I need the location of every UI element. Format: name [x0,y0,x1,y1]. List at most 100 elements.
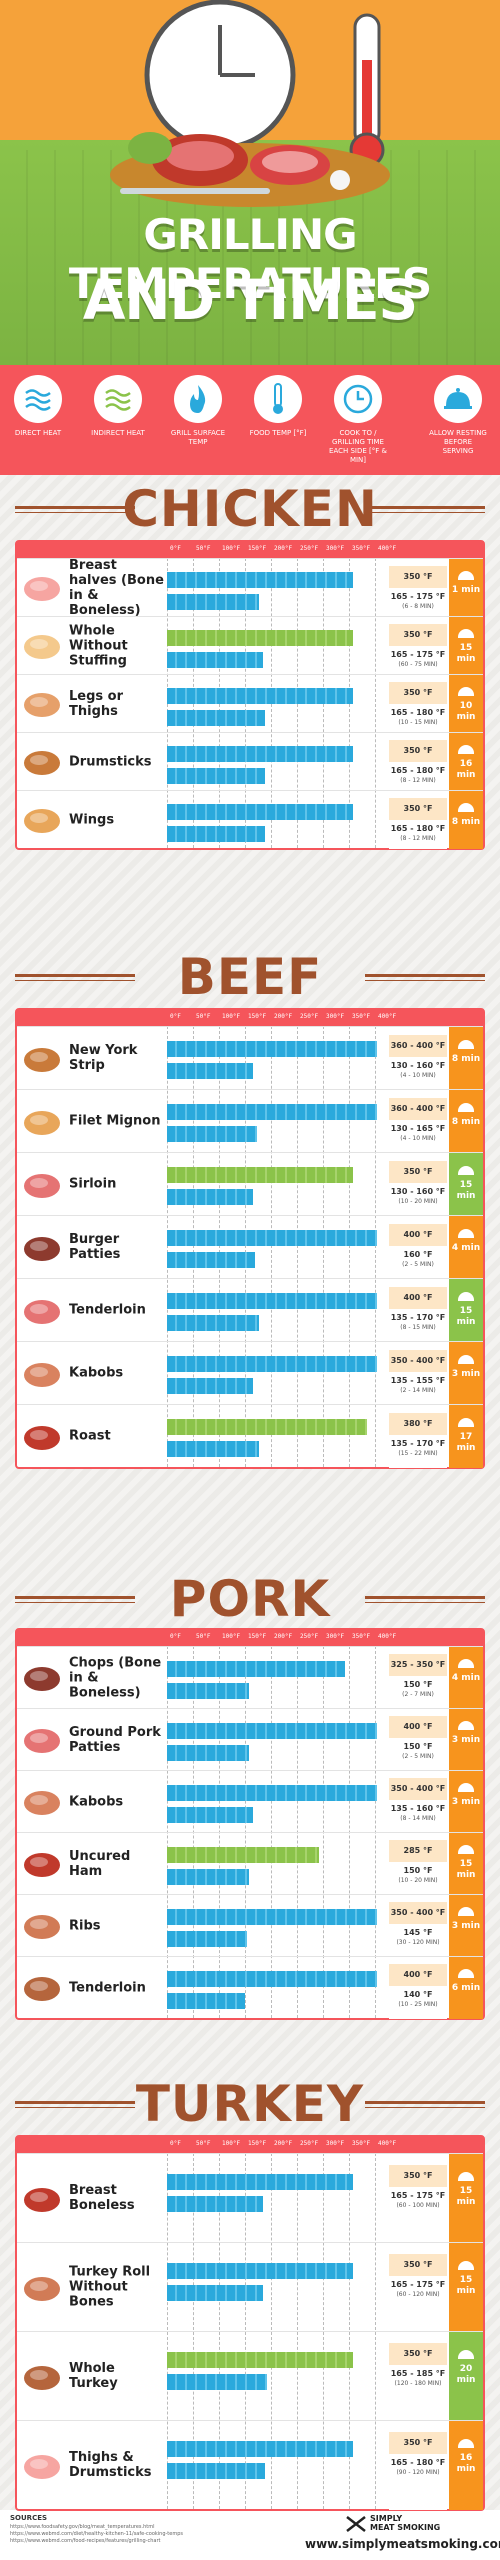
cook-time-text: (8 - 14 MIN) [400,1815,436,1822]
grill-temp-value: 350 °F [389,1161,447,1183]
cloche-icon [458,571,474,580]
section-divider [365,512,485,513]
grill-flame-icon [190,385,206,413]
food-temp-text: 160 °F [403,1250,433,1259]
temperature-box: 350 °F 165 - 185 °F (120 - 180 MIN) [389,2332,447,2421]
grill-temp-bar [167,1167,353,1183]
scale-tick: 250°F [300,1633,319,1640]
food-icon [24,1667,60,1691]
food-temp-text: 165 - 175 °F [390,2280,446,2289]
sources-heading: SOURCES [10,2514,48,2522]
cloche-icon [458,745,474,754]
temperature-box: 325 - 350 °F 150 °F (2 - 7 MIN) [389,1647,447,1709]
resting-time-text: 3 min [451,1921,481,1931]
food-name: Drumsticks [69,754,152,769]
grill-temp-bar [167,1356,377,1372]
food-temp-value: 140 °F (10 - 25 MIN) [389,1990,447,2010]
food-row: Filet Mignon 360 - 400 °F 130 - 165 °F (4 -… [17,1089,483,1153]
grill-temp-bar [167,1723,377,1739]
scale-tick: 50°F [196,545,211,552]
scale-tick: 50°F [196,1633,211,1640]
grill-temp-value: 350 - 400 °F [389,1350,447,1372]
food-row: Breast halves (Bone in & Boneless) 350 °F… [17,558,483,618]
grill-temp-bar [167,1909,377,1925]
temperature-box: 350 - 400 °F 135 - 160 °F (8 - 14 MIN) [389,1771,447,1833]
cook-time-text: (2 - 5 MIN) [402,1261,434,1268]
scale-tick: 0°F [170,1633,181,1640]
food-temp-value: 135 - 170 °F (15 - 22 MIN) [389,1439,447,1459]
source-link[interactable]: https://www.webmd.com/food-recipes/featu… [10,2538,161,2544]
website-link[interactable]: www.simplymeatsmoking.com [305,2537,500,2551]
grid-line [375,1026,376,1467]
scale-tick: 200°F [274,1013,293,1020]
food-temp-value: 160 °F (2 - 5 MIN) [389,1250,447,1270]
thermometer-icon [273,383,283,414]
food-row: Tenderloin 400 °F 140 °F (10 - 25 MIN) 6 min [17,1956,483,2019]
scale-tick: 200°F [274,545,293,552]
food-temp-text: 165 - 175 °F [390,650,446,659]
food-row: Whole Turkey 350 °F 165 - 185 °F (120 - 180… [17,2331,483,2421]
resting-time-text: 3 min [451,1369,481,1379]
grill-temp-value: 350 °F [389,566,447,588]
legend-food-temp: FOOD TEMP [°F] [248,375,308,438]
food-name: Tenderloin [69,1980,146,1995]
grill-temp-bar [167,2263,353,2279]
grill-temp-bar [167,1785,377,1801]
source-link[interactable]: https://www.foodsafety.gov/blog/meat_tem… [10,2524,155,2530]
temperature-box: 350 °F 165 - 180 °F (10 - 15 MIN) [389,675,447,733]
grid-line [375,558,376,848]
temperature-box: 350 °F 165 - 180 °F (8 - 12 MIN) [389,791,447,849]
food-icon [24,809,60,833]
grill-temp-value: 285 °F [389,1840,447,1862]
section-divider [365,980,485,981]
resting-time-text: 20 min [456,2364,476,2385]
grill-temp-bar [167,1419,367,1435]
section-divider [15,506,135,509]
grill-temp-value: 350 °F [389,2165,447,2187]
cook-time-text: (8 - 15 MIN) [400,1324,436,1331]
food-temp-text: 130 - 160 °F [390,1187,446,1196]
food-temp-value: 165 - 185 °F (120 - 180 MIN) [389,2369,447,2389]
food-temp-bar [167,2285,263,2301]
food-temp-bar [167,1378,253,1394]
food-temp-text: 145 °F [403,1928,433,1937]
scale-tick: 300°F [326,545,345,552]
food-name: Thighs & Drumsticks [69,2450,152,2480]
food-temp-bar [167,2196,263,2212]
temperature-box: 400 °F 140 °F (10 - 25 MIN) [389,1957,447,2019]
food-row: Whole Without Stuffing 350 °F 165 - 175 °F… [17,616,483,675]
food-temp-text: 130 - 165 °F [390,1124,446,1133]
grill-temp-value: 400 °F [389,1716,447,1738]
grill-temp-bar [167,630,353,646]
cloche-icon [458,1659,474,1668]
grill-temp-value: 350 °F [389,2343,447,2365]
food-name: Chops (Bone in & Boneless) [69,1655,162,1700]
food-temp-bar [167,1063,253,1079]
legend-label: DIRECT HEAT [14,429,62,437]
food-icon [24,1362,60,1387]
resting-time-box: 3 min [449,1895,483,1957]
cook-time-text: (8 - 12 MIN) [400,777,436,784]
food-temp-text: 135 - 155 °F [390,1376,446,1385]
food-name: Ribs [69,1918,101,1933]
cook-time-text: (10 - 20 MIN) [398,1877,438,1884]
resting-time-text: 15 min [456,1180,476,1201]
food-row: Ground Pork Patties 400 °F 150 °F (2 - 5 MI… [17,1708,483,1771]
food-icon [24,751,60,775]
temperature-box: 360 - 400 °F 130 - 165 °F (4 - 10 MIN) [389,1090,447,1153]
legend-label: COOK TO / GRILLING TIME EACH SIDE [°F & … [329,429,387,464]
food-temp-bar [167,710,265,726]
section-divider [15,1602,135,1603]
food-temp-value: 135 - 170 °F (8 - 15 MIN) [389,1313,447,1333]
resting-time-text: 15 min [456,1306,476,1327]
temperature-box: 350 - 400 °F 135 - 155 °F (2 - 14 MIN) [389,1342,447,1405]
temperature-box: 380 °F 135 - 170 °F (15 - 22 MIN) [389,1405,447,1468]
source-link[interactable]: https://www.webmd.com/diet/healthy-kitch… [10,2531,183,2537]
resting-time-box: 8 min [449,791,483,849]
scale-header: 0°F 50°F 100°F 150°F 200°F 250°F 300°F 350°F 400… [17,1010,483,1026]
food-temp-bar [167,1315,259,1331]
food-temp-text: 150 °F [403,1742,433,1751]
section-divider [365,1596,485,1599]
cloche-icon [458,1845,474,1854]
resting-time-text: 17 min [456,1432,476,1453]
